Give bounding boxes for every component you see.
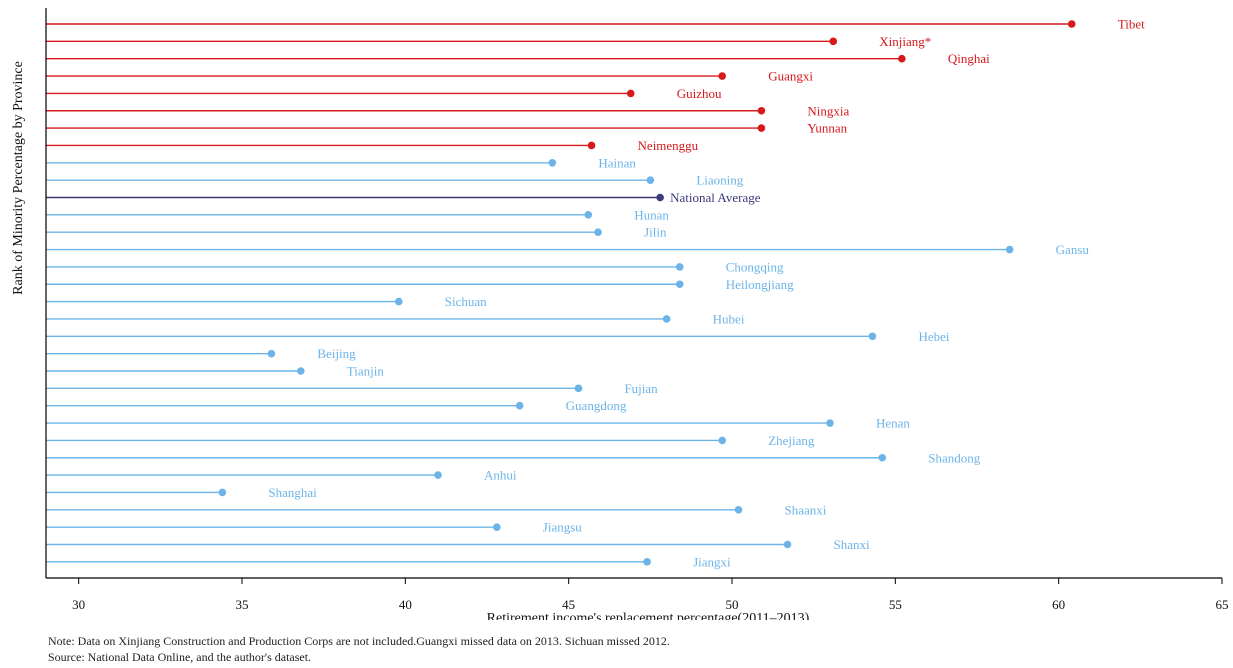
dots-layer xyxy=(218,20,1076,566)
point-23 xyxy=(826,419,834,427)
point-9 xyxy=(646,176,655,184)
x-axis-label: Retirement income's replacement percenta… xyxy=(487,611,810,620)
point-10 xyxy=(656,193,664,202)
point-18 xyxy=(868,332,877,341)
x-tick-label-2: 40 xyxy=(399,597,412,612)
point-31 xyxy=(643,558,651,566)
point-1 xyxy=(829,37,838,46)
point-label-16: Sichuan xyxy=(445,294,487,309)
chart-note: Note: Data on Xinjiang Construction and … xyxy=(48,634,670,648)
point-label-0: Tibet xyxy=(1118,17,1145,32)
point-label-31: Jiangxi xyxy=(693,554,731,569)
point-label-6: Yunnan xyxy=(807,121,847,136)
point-15 xyxy=(675,280,684,289)
point-0 xyxy=(1067,20,1076,28)
point-29 xyxy=(493,523,501,531)
point-24 xyxy=(718,436,726,445)
point-27 xyxy=(218,488,227,497)
point-21 xyxy=(574,384,583,393)
x-tick-label-0: 30 xyxy=(72,597,85,612)
point-label-22: Guangdong xyxy=(566,398,627,413)
point-2 xyxy=(898,54,906,63)
x-tick-label-1: 35 xyxy=(236,597,249,612)
point-13 xyxy=(1005,245,1014,254)
point-19 xyxy=(267,349,276,358)
x-tick-label-7: 65 xyxy=(1216,597,1229,612)
point-label-14: Chongqing xyxy=(726,259,784,274)
labels-layer: Tibet Xinjiang* Qinghai Guangxi Guizhou Ningx… xyxy=(268,17,1145,570)
point-17 xyxy=(662,315,671,323)
point-label-27: Shanghai xyxy=(268,485,317,500)
point-label-18: Hebei xyxy=(918,329,949,344)
point-16 xyxy=(395,297,403,306)
x-ticks-layer: 30 35 40 45 50 55 60 65 xyxy=(72,578,1229,612)
lollipop-chart: Tibet Xinjiang* Qinghai Guangxi Guizhou Ningx… xyxy=(11,8,1229,620)
point-label-28: Shaanxi xyxy=(785,502,827,517)
point-label-30: Shanxi xyxy=(834,537,871,552)
point-label-10: National Average xyxy=(670,190,761,205)
point-label-19: Beijing xyxy=(317,346,356,361)
point-4 xyxy=(626,89,635,98)
point-label-11: Hunan xyxy=(634,207,669,222)
point-6 xyxy=(757,124,766,132)
point-label-15: Heilongjiang xyxy=(726,277,794,292)
x-tick-label-6: 60 xyxy=(1052,597,1065,612)
point-12 xyxy=(594,228,602,236)
point-label-20: Tianjin xyxy=(347,364,385,379)
x-tick-label-5: 55 xyxy=(889,597,902,612)
point-3 xyxy=(718,72,726,80)
point-11 xyxy=(584,211,593,219)
point-label-21: Fujian xyxy=(624,381,658,396)
point-14 xyxy=(675,263,684,271)
point-label-8: Hainan xyxy=(598,155,636,170)
point-label-3: Guangxi xyxy=(768,69,813,84)
point-5 xyxy=(757,106,766,115)
point-label-17: Hubei xyxy=(713,311,745,326)
point-label-29: Jiangsu xyxy=(543,520,583,535)
point-label-2: Qinghai xyxy=(948,51,990,66)
point-8 xyxy=(548,159,557,167)
point-label-23: Henan xyxy=(876,416,910,431)
point-label-13: Gansu xyxy=(1056,242,1090,257)
point-20 xyxy=(297,367,305,375)
stems-layer xyxy=(46,23,1072,563)
point-7 xyxy=(587,141,596,150)
point-25 xyxy=(878,453,887,462)
point-label-5: Ningxia xyxy=(807,103,849,118)
point-label-24: Zhejiang xyxy=(768,433,815,448)
point-label-26: Anhui xyxy=(484,468,517,483)
x-tick-label-4: 50 xyxy=(726,597,739,612)
point-label-9: Liaoning xyxy=(696,173,743,188)
point-label-1: Xinjiang* xyxy=(879,34,931,49)
x-tick-label-3: 45 xyxy=(562,597,575,612)
y-axis-label: Rank of Minority Percentage by Province xyxy=(11,61,26,295)
point-label-4: Guizhou xyxy=(677,86,722,101)
point-26 xyxy=(434,471,442,479)
point-label-25: Shandong xyxy=(928,450,981,465)
point-30 xyxy=(783,540,792,549)
point-28 xyxy=(734,506,743,514)
point-22 xyxy=(515,401,524,410)
point-label-12: Jilin xyxy=(644,225,667,240)
point-label-7: Neimenggu xyxy=(638,138,699,153)
chart-source: Source: National Data Online, and the au… xyxy=(48,650,312,664)
